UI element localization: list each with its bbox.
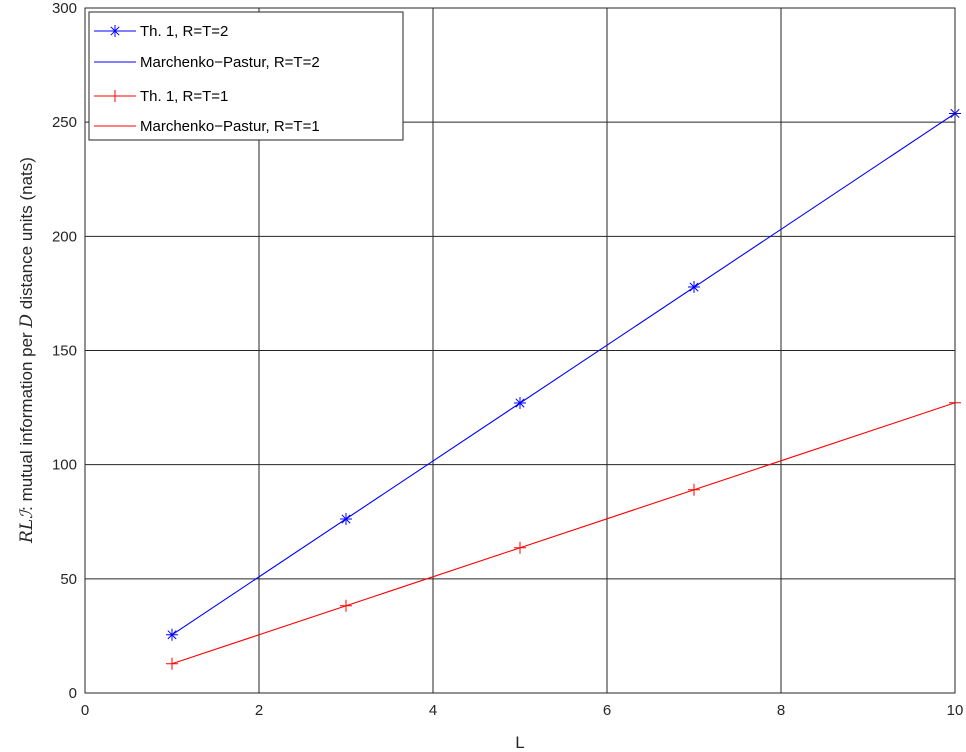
- y-axis-label-text: : mutual information per: [17, 328, 36, 511]
- y-axis-label-text2: distance units (nats): [17, 157, 36, 314]
- y-tick-label: 200: [52, 228, 77, 245]
- legend-asterisk-marker: [109, 25, 121, 37]
- y-tick-label: 150: [52, 343, 77, 360]
- y-tick-label: 250: [52, 114, 77, 131]
- legend-label: Marchenko−Pastur, R=T=1: [140, 118, 320, 135]
- y-axis-label: RLℐ: mutual information per D distance u…: [17, 157, 37, 544]
- y-axis-label-math2: D: [17, 314, 37, 329]
- x-tick-label: 0: [81, 702, 89, 719]
- x-tick-label: 6: [603, 702, 611, 719]
- legend-label: Marchenko−Pastur, R=T=2: [140, 54, 320, 71]
- x-tick-label: 2: [255, 702, 263, 719]
- y-tick-label: 50: [60, 571, 77, 588]
- x-axis-label: L: [515, 733, 524, 752]
- x-tick-label: 8: [777, 702, 785, 719]
- y-tick-label: 0: [69, 685, 77, 702]
- x-tick-label: 4: [429, 702, 437, 719]
- legend: Th. 1, R=T=2 Marchenko−Pastur, R=T=2 Th.…: [89, 12, 403, 140]
- x-tick-label: 10: [947, 702, 964, 719]
- y-axis-label-math: RLℐ: [17, 508, 37, 544]
- legend-label: Th. 1, R=T=2: [140, 23, 228, 40]
- legend-label: Th. 1, R=T=1: [140, 88, 228, 105]
- y-tick-label: 100: [52, 457, 77, 474]
- y-tick-label: 300: [52, 0, 77, 17]
